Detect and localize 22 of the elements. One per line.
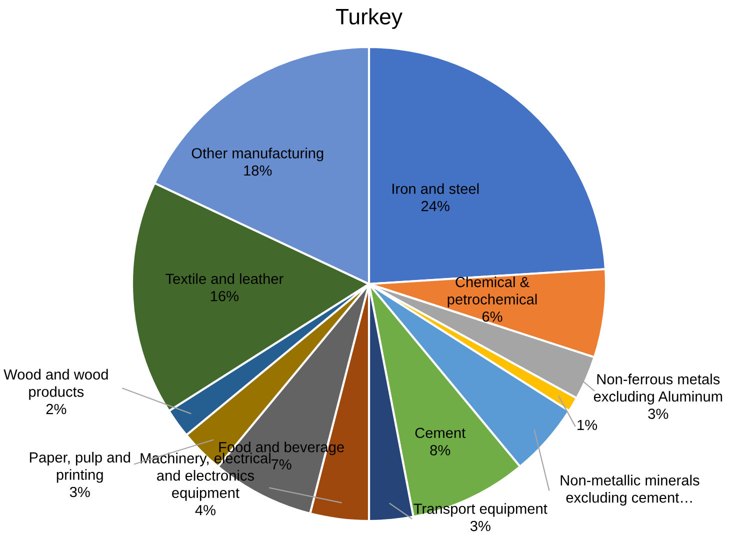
slice-label: Wood and wood products: [4, 368, 108, 400]
data-label: 18%: [244, 165, 272, 176]
slice-label: Paper, pulp and printing: [30, 452, 130, 483]
slice-label: Cement: [415, 428, 466, 438]
slice-label: Textile and leather: [166, 273, 284, 284]
slice-label: Iron and steel: [392, 183, 479, 194]
data-label: 3%: [70, 486, 90, 498]
data-label: 4%: [195, 505, 216, 516]
slice-label: Non-metallic minerals excluding cement…: [560, 474, 700, 506]
data-label: 6%: [482, 311, 502, 322]
data-label: 1%: [578, 420, 598, 430]
data-label: 3%: [470, 520, 490, 532]
data-label: 3%: [648, 408, 668, 419]
chart-title: Turkey: [336, 8, 402, 29]
slice-label: Other manufacturing: [192, 148, 324, 162]
slice-label: Chemical & petrochemical: [448, 276, 537, 308]
data-label: 7%: [272, 459, 292, 470]
data-label: 8%: [430, 445, 450, 456]
data-label: 2%: [46, 404, 66, 414]
data-label: 16%: [210, 290, 239, 302]
slice-label: Non-ferrous metals excluding Aluminum: [594, 374, 722, 405]
data-label: 24%: [422, 200, 450, 212]
